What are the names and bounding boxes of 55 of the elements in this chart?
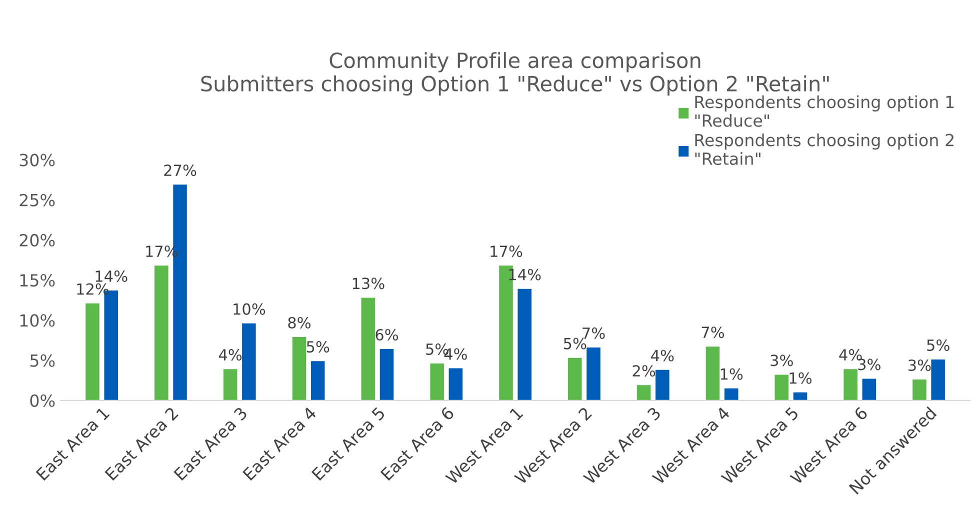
bar: [931, 359, 945, 400]
bar: [292, 337, 306, 400]
data-label: 27%: [164, 164, 196, 176]
data-label: 7%: [582, 327, 605, 339]
data-label: 6%: [376, 328, 398, 341]
data-label: 12%: [77, 283, 109, 295]
bar: [636, 385, 651, 400]
data-label: 3%: [858, 358, 880, 370]
data-label: 4%: [651, 350, 674, 362]
y-tick-label: 30%: [20, 154, 55, 166]
data-label: 1%: [720, 368, 743, 380]
bar: [430, 363, 444, 400]
y-tick-label: 10%: [20, 314, 55, 327]
y-tick-label: 0%: [30, 394, 55, 407]
bar: [586, 347, 600, 400]
bar: [912, 380, 926, 400]
bar: [242, 323, 256, 400]
data-label: 10%: [234, 303, 266, 315]
data-label: 3%: [770, 354, 793, 366]
bar: [223, 369, 238, 400]
bar: [774, 374, 789, 400]
data-label: 1%: [790, 372, 812, 384]
data-label: 13%: [352, 278, 384, 290]
y-tick-label: 15%: [20, 274, 55, 287]
bar: [706, 346, 720, 400]
bar: [310, 361, 325, 400]
bar: [793, 392, 808, 400]
bar: [862, 378, 876, 400]
data-label: 8%: [288, 316, 311, 328]
data-label: 3%: [908, 359, 931, 372]
data-label: 4%: [218, 349, 242, 361]
y-tick-label: 5%: [30, 354, 55, 367]
chart-title: Community Profile area comparison Submitters choosing Option 1 "Reduce" vs Option 2 "Retain": [201, 52, 829, 96]
bar: [518, 288, 532, 400]
data-label: 4%: [839, 349, 862, 361]
legend-label: Respondents choosing option 2 "Retain": [695, 133, 954, 166]
bar: [154, 266, 168, 400]
bar: [724, 388, 738, 400]
data-label: 7%: [702, 326, 724, 338]
legend-label: Respondents choosing option 1 "Reduce": [695, 95, 954, 127]
bar: [568, 358, 582, 400]
bar: [380, 349, 394, 400]
y-tick-label: 25%: [20, 194, 55, 206]
y-tick-label: 20%: [20, 234, 55, 247]
data-label: 5%: [927, 339, 950, 351]
data-label: 5%: [564, 338, 586, 350]
data-label: 14%: [96, 270, 128, 282]
bar: [86, 303, 100, 400]
bar: [448, 368, 463, 400]
bar: [656, 370, 670, 400]
data-label: 17%: [490, 246, 522, 258]
data-label: 2%: [632, 365, 656, 377]
data-label: 5%: [306, 341, 330, 353]
bar: [844, 369, 858, 400]
bar: [361, 298, 376, 400]
